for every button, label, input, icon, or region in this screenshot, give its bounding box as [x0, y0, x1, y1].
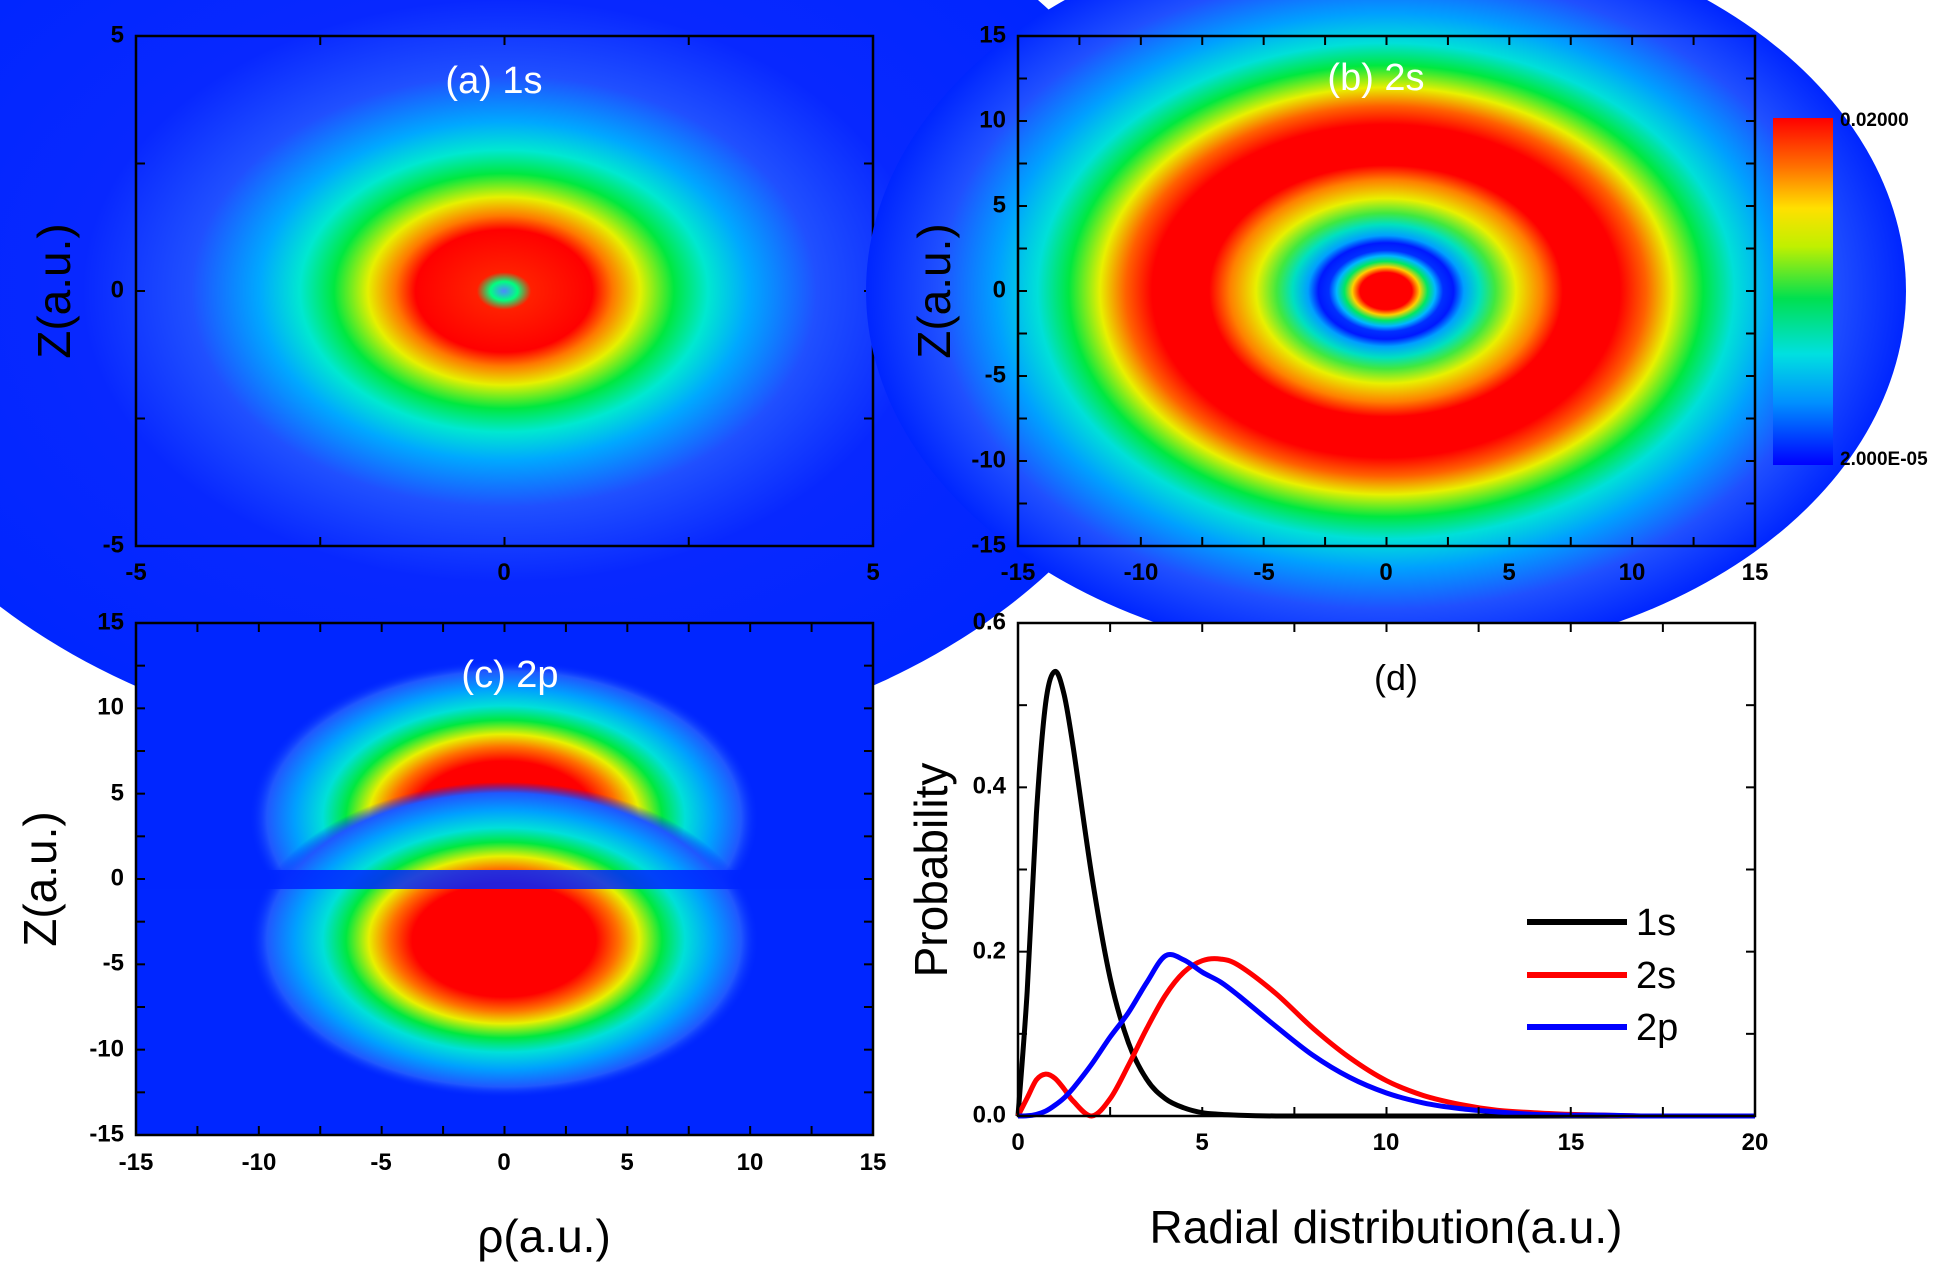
- panel-a-xtick-5: 5: [866, 559, 879, 586]
- panel-c-ticks: [135, 622, 874, 1136]
- panel-d-ticks: [1017, 622, 1756, 1117]
- panel-b-xtick-neg15: -15: [1001, 559, 1036, 586]
- panel-b-ytick-neg5: -5: [985, 361, 1006, 388]
- panel-b-ylabel: Z(a.u.): [908, 223, 960, 358]
- panel-b-title: (b) 2s: [1327, 57, 1424, 99]
- panel-d-xtick-15: 15: [1558, 1129, 1585, 1156]
- panel-d-ytick-0.2: 0.2: [973, 937, 1006, 964]
- panel-c-title: (c) 2p: [461, 654, 558, 696]
- colorbar-max-label: 0.02000: [1840, 110, 1909, 131]
- panel-a-title: (a) 1s: [445, 60, 542, 102]
- panel-b-xtick-0: 0: [1379, 559, 1392, 586]
- panel-b: (b) 2s Z(a.u.) 15 10 5 0 -5 -10 -15 -15 …: [866, 0, 1928, 661]
- panel-a-ylabel: Z(a.u.): [28, 223, 80, 358]
- panel-d: (d) Probability Radial distribution(a.u.…: [905, 608, 1768, 1253]
- panel-c-xtick-0: 0: [497, 1149, 510, 1176]
- panel-c-xtick-neg15: -15: [119, 1149, 154, 1176]
- panel-c-ytick-neg5: -5: [103, 949, 124, 976]
- panel-d-xtick-10: 10: [1373, 1129, 1400, 1156]
- panel-b-xtick-5: 5: [1502, 559, 1515, 586]
- panel-b-ytick-0: 0: [993, 276, 1006, 303]
- panel-c-xtick-15: 15: [860, 1149, 887, 1176]
- colorbar-min-label: 2.000E-05: [1840, 449, 1928, 470]
- panel-c-xtick-5: 5: [620, 1149, 633, 1176]
- panel-b-xtick-15: 15: [1742, 559, 1769, 586]
- panel-d-xtick-5: 5: [1195, 1129, 1208, 1156]
- panel-b-ytick-10: 10: [979, 106, 1006, 133]
- panel-d-title: (d): [1374, 657, 1418, 698]
- panel-a-ticks: [135, 35, 874, 547]
- panel-c-xtick-neg10: -10: [242, 1149, 277, 1176]
- panel-d-ytick-0.6: 0.6: [973, 608, 1006, 635]
- colorbar-scale: [1773, 118, 1833, 465]
- legend-label-2p: 2p: [1636, 1007, 1678, 1049]
- panel-d-xtick-20: 20: [1742, 1129, 1769, 1156]
- panel-a-ytick-0: 0: [111, 276, 124, 303]
- panel-a-xtick-0: 0: [497, 559, 510, 586]
- panel-b-ytick-5: 5: [993, 191, 1006, 218]
- panel-d-ytick-0.4: 0.4: [973, 772, 1007, 799]
- panel-a-ytick-5: 5: [111, 21, 124, 48]
- panel-c-xtick-neg5: -5: [370, 1149, 391, 1176]
- legend-label-2s: 2s: [1636, 955, 1676, 997]
- panel-c-xlabel: ρ(a.u.): [477, 1210, 611, 1262]
- panel-d-plot-area: [1018, 623, 1755, 1116]
- panel-d-xlabel: Radial distribution(a.u.): [1149, 1201, 1622, 1253]
- panel-c-ylabel: Z(a.u.): [14, 811, 66, 946]
- panel-d-ytick-0.0: 0.0: [973, 1101, 1006, 1128]
- colorbar: 0.02000 2.000E-05: [1773, 110, 1928, 470]
- panel-c-ytick-neg10: -10: [89, 1035, 124, 1062]
- panel-b-xtick-neg5: -5: [1253, 559, 1274, 586]
- panel-b-ticks: [1017, 35, 1756, 547]
- panel-c-ytick-5: 5: [111, 779, 124, 806]
- legend-label-1s: 1s: [1636, 902, 1676, 944]
- panel-c-xtick-10: 10: [737, 1149, 764, 1176]
- panel-b-xtick-neg10: -10: [1124, 559, 1159, 586]
- panel-c-lower-lobe: [249, 782, 759, 1098]
- panel-d-xtick-0: 0: [1011, 1129, 1024, 1156]
- panel-d-ylabel: Probability: [905, 763, 957, 978]
- panel-c-ytick-0: 0: [111, 864, 124, 891]
- panel-b-density: [866, 0, 1906, 661]
- panel-b-ytick-neg10: -10: [971, 446, 1006, 473]
- panel-d-legend: 1s 2s 2p: [1527, 902, 1678, 1049]
- panel-c-ytick-10: 10: [97, 693, 124, 720]
- panel-c-ytick-neg15: -15: [89, 1120, 124, 1147]
- panel-a-ytick-neg5: -5: [103, 531, 124, 558]
- panel-b-ytick-neg15: -15: [971, 531, 1006, 558]
- panel-c: (c) 2p Z(a.u.) ρ(a.u.) 15 10 5 0 -5 -10 …: [14, 608, 886, 1262]
- panel-c-nodal-plane: [136, 870, 873, 889]
- panel-b-ytick-15: 15: [979, 21, 1006, 48]
- panel-a-xtick-neg5: -5: [125, 559, 146, 586]
- panel-b-xtick-10: 10: [1619, 559, 1646, 586]
- panel-c-ytick-15: 15: [97, 608, 124, 635]
